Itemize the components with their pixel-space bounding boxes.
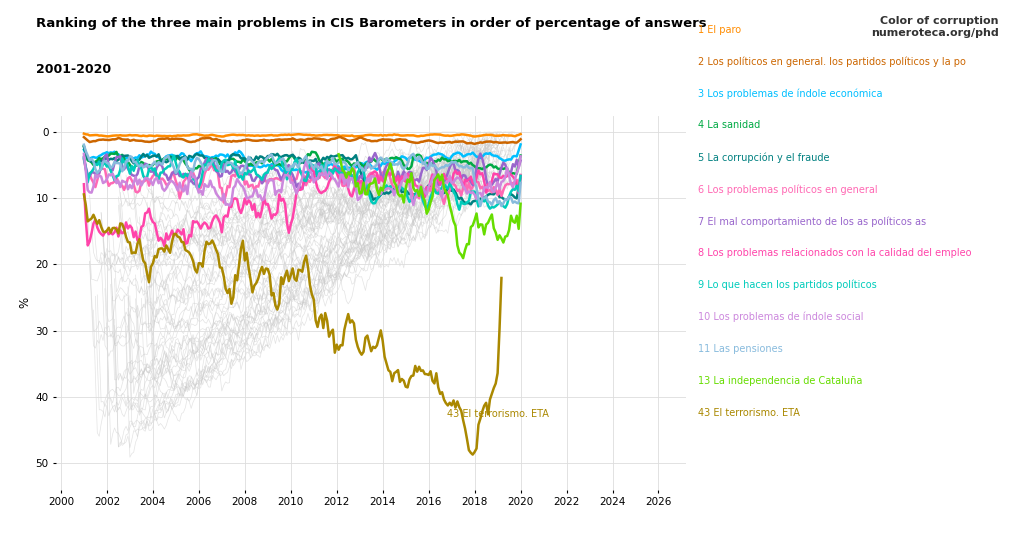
Text: 9 Lo que hacen los partidos políticos: 9 Lo que hacen los partidos políticos <box>698 280 878 290</box>
Text: 1 El paro: 1 El paro <box>698 25 741 35</box>
Text: 13 La independencia de Cataluña: 13 La independencia de Cataluña <box>698 376 863 386</box>
Text: 10 Los problemas de índole social: 10 Los problemas de índole social <box>698 312 864 322</box>
Text: 2001-2020: 2001-2020 <box>36 63 111 76</box>
Text: 43 El terrorismo. ETA: 43 El terrorismo. ETA <box>447 409 549 419</box>
Text: 2 Los políticos en general. los partidos políticos y la po: 2 Los políticos en general. los partidos… <box>698 57 967 67</box>
Text: 7 El mal comportamiento de los as políticos as: 7 El mal comportamiento de los as políti… <box>698 216 927 227</box>
Text: Color of corruption
numeroteca.org/phd: Color of corruption numeroteca.org/phd <box>870 16 998 38</box>
Text: 4 La sanidad: 4 La sanidad <box>698 120 761 130</box>
Text: 11 Las pensiones: 11 Las pensiones <box>698 344 783 354</box>
Text: 3 Los problemas de índole económica: 3 Los problemas de índole económica <box>698 89 883 99</box>
Text: 5 La corrupción y el fraude: 5 La corrupción y el fraude <box>698 152 829 163</box>
Text: 43 El terrorismo. ETA: 43 El terrorismo. ETA <box>698 408 800 417</box>
Text: 8 Los problemas relacionados con la calidad del empleo: 8 Los problemas relacionados con la cali… <box>698 248 972 258</box>
Text: Ranking of the three main problems in CIS Barometers in order of percentage of a: Ranking of the three main problems in CI… <box>36 16 707 30</box>
Text: 6 Los problemas políticos en general: 6 Los problemas políticos en general <box>698 184 878 195</box>
Y-axis label: %: % <box>18 297 32 308</box>
